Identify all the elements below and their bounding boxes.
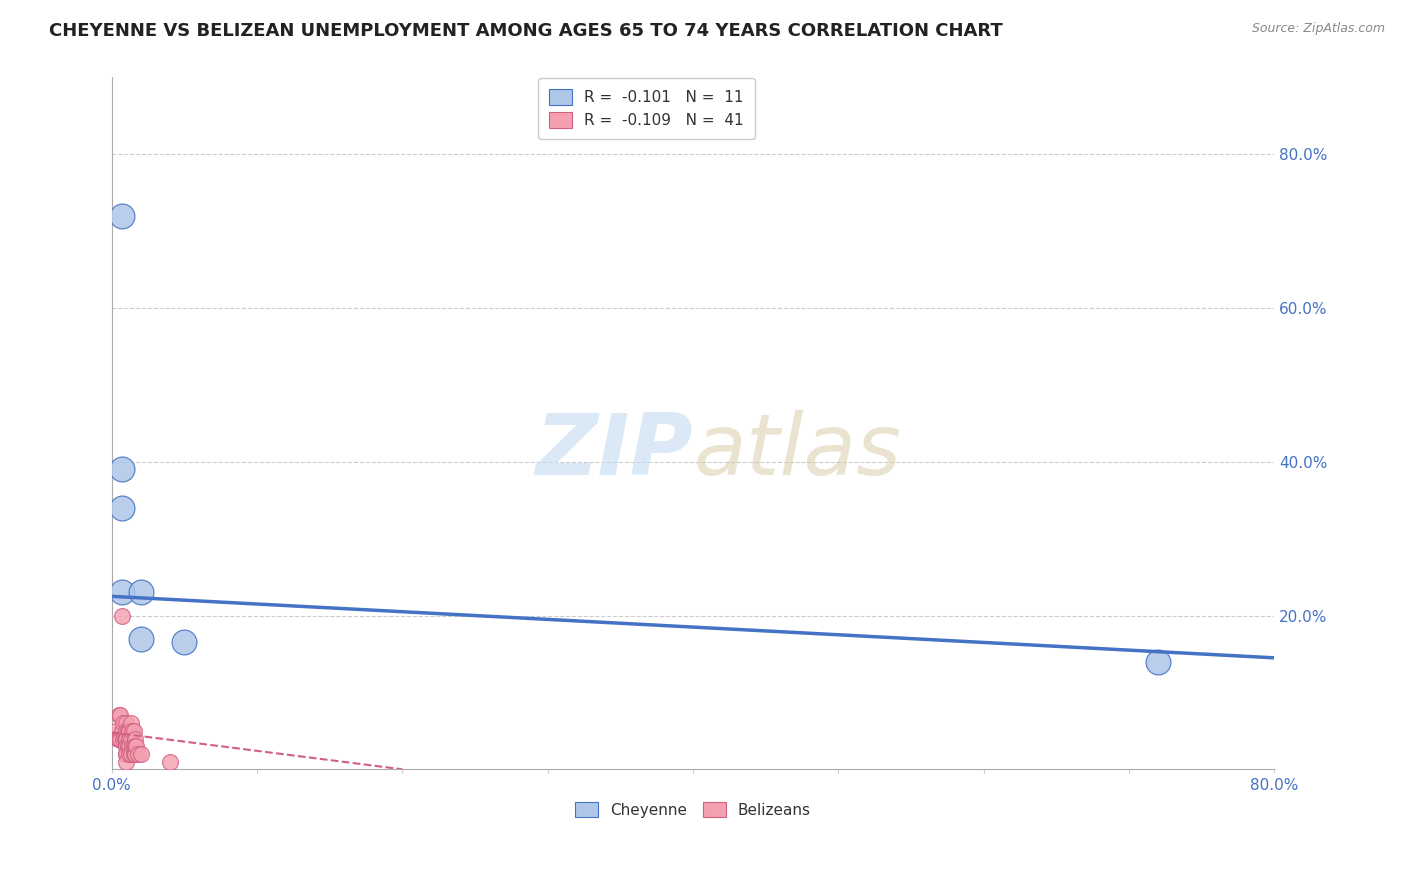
Point bbox=[129, 747, 152, 761]
Point bbox=[105, 723, 128, 738]
Point bbox=[159, 755, 181, 769]
Text: atlas: atlas bbox=[693, 409, 901, 492]
Point bbox=[124, 747, 146, 761]
Point bbox=[111, 500, 134, 515]
Point bbox=[122, 747, 145, 761]
Point bbox=[111, 723, 134, 738]
Point bbox=[112, 716, 135, 731]
Point bbox=[122, 723, 145, 738]
Point bbox=[118, 723, 141, 738]
Point bbox=[124, 739, 146, 754]
Legend: Cheyenne, Belizeans: Cheyenne, Belizeans bbox=[569, 796, 817, 824]
Point bbox=[108, 708, 131, 723]
Text: CHEYENNE VS BELIZEAN UNEMPLOYMENT AMONG AGES 65 TO 74 YEARS CORRELATION CHART: CHEYENNE VS BELIZEAN UNEMPLOYMENT AMONG … bbox=[49, 22, 1002, 40]
Point bbox=[115, 723, 138, 738]
Point bbox=[124, 731, 146, 746]
Point bbox=[114, 731, 136, 746]
Point bbox=[111, 209, 134, 223]
Point bbox=[110, 731, 132, 746]
Point bbox=[121, 739, 143, 754]
Point bbox=[125, 739, 148, 754]
Point bbox=[111, 585, 134, 599]
Point bbox=[115, 716, 138, 731]
Point bbox=[122, 739, 145, 754]
Point bbox=[127, 747, 149, 761]
Point bbox=[111, 462, 134, 476]
Point bbox=[1147, 655, 1170, 669]
Point bbox=[118, 731, 141, 746]
Point bbox=[118, 739, 141, 754]
Point bbox=[115, 739, 138, 754]
Point bbox=[120, 747, 142, 761]
Point bbox=[173, 635, 195, 649]
Point bbox=[107, 731, 129, 746]
Point bbox=[115, 731, 138, 746]
Point bbox=[120, 731, 142, 746]
Point bbox=[129, 585, 152, 599]
Text: Source: ZipAtlas.com: Source: ZipAtlas.com bbox=[1251, 22, 1385, 36]
Text: ZIP: ZIP bbox=[536, 409, 693, 492]
Point bbox=[115, 755, 138, 769]
Point bbox=[115, 747, 138, 761]
Point bbox=[112, 731, 135, 746]
Point bbox=[120, 716, 142, 731]
Point bbox=[118, 747, 141, 761]
Point bbox=[110, 708, 132, 723]
Point bbox=[115, 739, 138, 754]
Point bbox=[108, 731, 131, 746]
Point bbox=[117, 723, 139, 738]
Point bbox=[115, 731, 138, 746]
Point bbox=[117, 739, 139, 754]
Point bbox=[121, 723, 143, 738]
Point bbox=[129, 632, 152, 646]
Point bbox=[111, 608, 134, 623]
Point bbox=[115, 747, 138, 761]
